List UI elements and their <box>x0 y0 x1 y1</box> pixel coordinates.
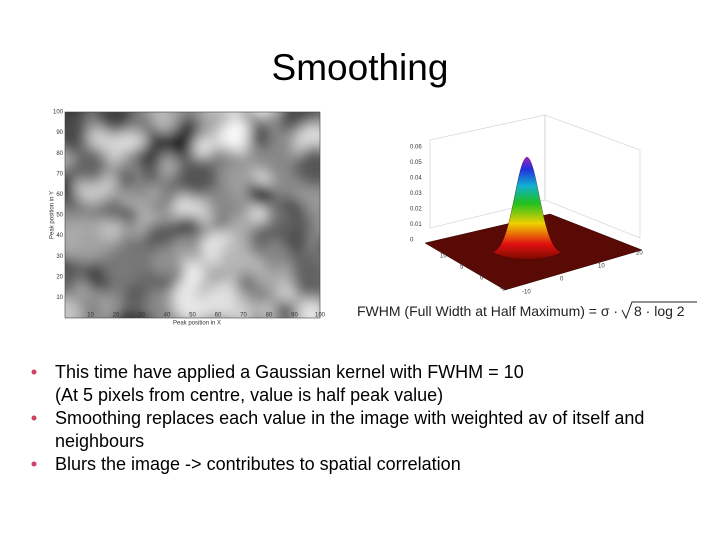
y-tick-label: 80 <box>56 151 63 157</box>
y-tick-label: 10 <box>56 295 63 301</box>
blob <box>145 185 163 202</box>
bullet-text: This time have applied a Gaussian kernel… <box>55 362 524 382</box>
blob <box>181 231 199 250</box>
y-tick-label: 90 <box>56 130 63 136</box>
z-tick-label: 0.05 <box>410 160 422 166</box>
blob <box>317 239 320 253</box>
blob <box>270 205 291 226</box>
x-tick-label: 90 <box>291 313 298 319</box>
z-tick-label: 0.04 <box>410 176 422 182</box>
blob <box>98 195 126 223</box>
z-tick-label: 0.01 <box>410 222 422 228</box>
x-axis-label: Peak position in X <box>173 321 221 327</box>
blob <box>123 282 148 306</box>
z-tick-label: 0 <box>410 238 414 244</box>
blob <box>226 112 242 116</box>
x-tick-label: 10 <box>87 313 94 319</box>
x-tick-label: 80 <box>266 313 273 319</box>
y-tick-label: 30 <box>56 254 63 260</box>
blob <box>258 267 286 294</box>
blob <box>115 309 150 318</box>
blob <box>221 276 239 294</box>
y-tick-label: 20 <box>636 251 643 257</box>
x-tick-label: 20 <box>113 313 120 319</box>
smoothed-image <box>65 92 320 318</box>
blob <box>128 120 146 138</box>
y-tick-label: 70 <box>56 171 63 177</box>
blob <box>247 126 269 148</box>
z-tick-label: 0.06 <box>410 145 422 151</box>
y-tick-label: 60 <box>56 192 63 198</box>
x-tick-label: 70 <box>240 313 247 319</box>
blob <box>273 300 298 318</box>
blob <box>284 212 313 240</box>
y-tick-label: -10 <box>522 290 531 296</box>
blob <box>71 146 109 184</box>
blob <box>218 116 253 152</box>
formula: FWHM (Full Width at Half Maximum) = σ · … <box>357 301 697 320</box>
blob <box>65 116 89 154</box>
blob <box>251 184 276 208</box>
formula-text: FWHM (Full Width at Half Maximum) = σ · <box>357 303 618 319</box>
blob <box>295 145 320 187</box>
bullet-text: (At 5 pixels from centre, value is half … <box>55 385 443 405</box>
blob <box>65 264 81 288</box>
image-frame <box>64 111 321 319</box>
blob <box>218 240 255 277</box>
x-tick-label: 10 <box>440 254 447 260</box>
y-tick-label: 0 <box>560 277 564 283</box>
bullet-dot <box>31 415 37 421</box>
z-tick-label: 0.03 <box>410 191 422 197</box>
bullet-dot <box>31 369 37 375</box>
blob <box>224 161 256 193</box>
y-tick-label: 10 <box>598 264 605 270</box>
blob <box>174 155 217 198</box>
x-tick-label: 0 <box>480 276 484 282</box>
blob <box>101 244 145 288</box>
blob <box>198 118 221 142</box>
y-tick-label: 50 <box>56 213 63 219</box>
blob <box>290 260 320 300</box>
blob <box>164 128 196 160</box>
x-tick-label: 40 <box>164 313 171 319</box>
x-tick-label: -5 <box>500 287 506 293</box>
blob <box>314 112 320 121</box>
formula-radicand: 8 · log 2 <box>634 303 685 319</box>
surface-plot <box>424 114 643 291</box>
bullet-dot <box>31 461 37 467</box>
blob <box>309 207 320 238</box>
blob <box>113 169 132 188</box>
bullet-text: Smoothing replaces each value in the ima… <box>55 408 644 428</box>
x-tick-label: 30 <box>138 313 145 319</box>
blob <box>97 112 134 134</box>
bullet-text: Blurs the image -> contributes to spatia… <box>55 454 461 474</box>
x-tick-label: 5 <box>460 265 464 271</box>
blob <box>228 302 255 318</box>
y-tick-label: 20 <box>56 274 63 280</box>
blob <box>318 142 320 154</box>
x-tick-label: 50 <box>189 313 196 319</box>
y-axis-label: Peak position in Y <box>50 191 56 239</box>
blob <box>252 112 273 117</box>
blob <box>65 295 82 318</box>
x-tick-label: 100 <box>315 313 326 319</box>
blob <box>78 294 106 318</box>
z-tick-label: 0.02 <box>410 207 422 213</box>
bullet-text: neighbours <box>55 431 144 451</box>
x-tick-label: 60 <box>215 313 222 319</box>
blob <box>295 298 320 318</box>
blob <box>259 240 291 271</box>
blob <box>79 201 100 222</box>
slide-title: Smoothing <box>272 47 449 88</box>
y-tick-label: 100 <box>53 110 64 116</box>
y-tick-label: 40 <box>56 233 63 239</box>
blob <box>148 245 183 280</box>
blob <box>76 92 93 109</box>
